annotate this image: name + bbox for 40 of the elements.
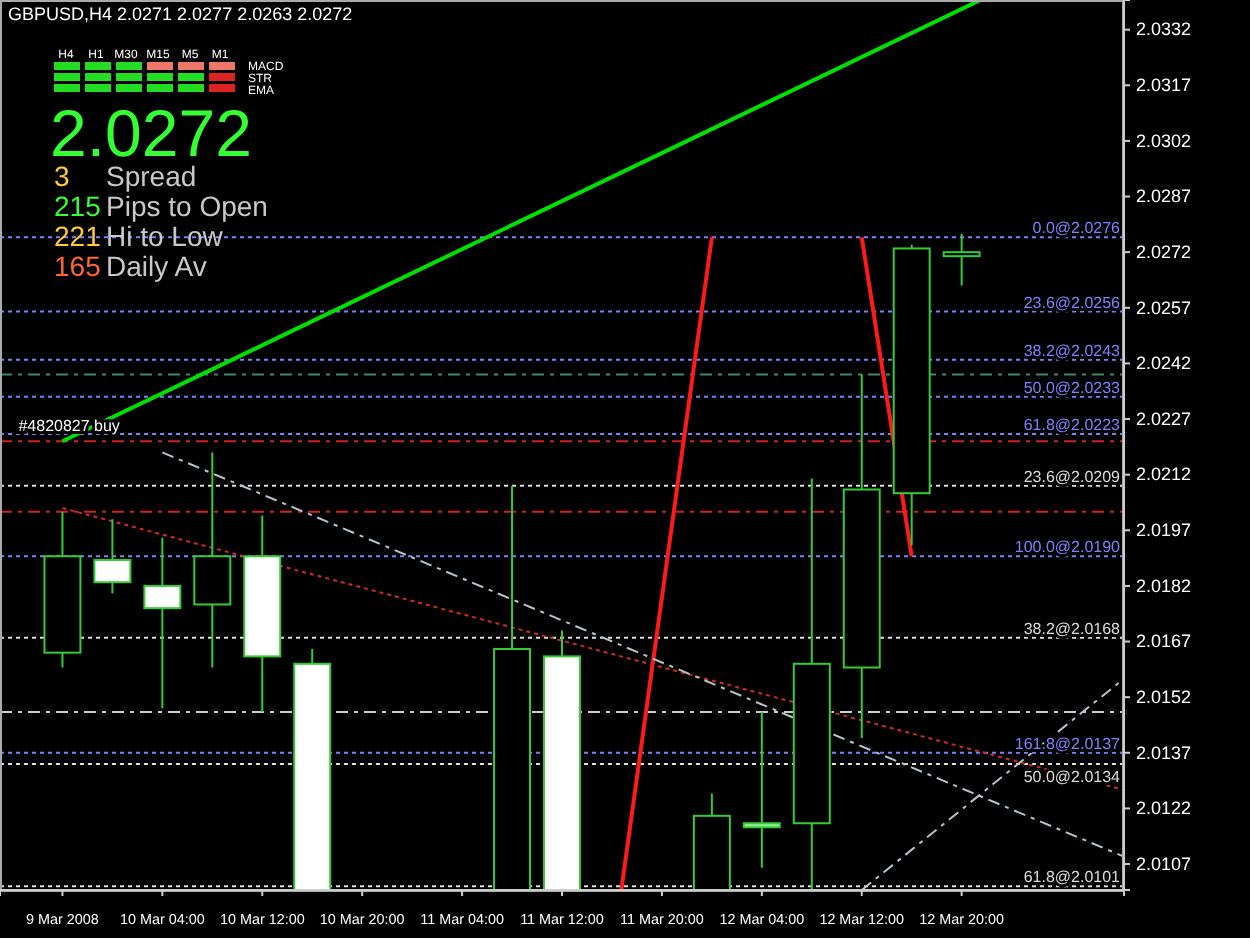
y-tick-label: 2.0152 — [1136, 686, 1192, 707]
y-tick-label: 2.0137 — [1136, 742, 1192, 763]
ref-line-label: 100.0@2.0190 — [1014, 538, 1122, 557]
y-tick-label: 2.0332 — [1136, 19, 1192, 40]
annotation: 3 — [54, 160, 70, 192]
y-tick-label: 2.0272 — [1136, 241, 1192, 262]
y-tick-label: 2.0182 — [1136, 575, 1192, 596]
y-tick-label: 2.0227 — [1136, 408, 1192, 429]
ref-line-label: 61.8@2.0223 — [1023, 415, 1122, 434]
ref-line-label: 23.6@2.0256 — [1023, 293, 1122, 312]
annotation: 221 — [54, 220, 102, 252]
ref-line-label: 61.8@2.0101 — [1023, 868, 1122, 887]
y-tick-label: 2.0167 — [1136, 631, 1192, 652]
y-tick-label: 2.0197 — [1136, 520, 1192, 541]
y-tick-label: 2.0287 — [1136, 186, 1192, 207]
candlestick — [742, 711, 781, 869]
annotation: Hi to Low — [106, 220, 225, 252]
ref-line-label: 38.2@2.0168 — [1023, 619, 1122, 638]
ref-line-label: 0.0@2.0276 — [1032, 219, 1122, 238]
candlestick — [942, 232, 981, 287]
chart-title: GBPUSD,H4 2.0271 2.0277 2.0263 2.0272 — [8, 4, 353, 24]
y-tick-label: 2.0317 — [1136, 75, 1192, 96]
y-tick-label: 2.0212 — [1136, 464, 1192, 485]
annotation: Spread — [106, 160, 197, 192]
annotation: 165 — [54, 250, 102, 282]
y-tick-label: 2.0122 — [1136, 798, 1192, 819]
ref-line-label: 161.8@2.0137 — [1014, 734, 1122, 753]
annotation: Pips to Open — [106, 190, 268, 222]
ref-line-label: 50.0@2.0233 — [1023, 378, 1122, 397]
y-tick-label: 2.0242 — [1136, 353, 1192, 374]
annotation: Daily Av — [106, 250, 207, 282]
candlestick — [143, 536, 182, 710]
y-tick-label: 2.0107 — [1136, 853, 1192, 874]
ref-line-label: 23.6@2.0209 — [1023, 467, 1122, 486]
candlestick — [93, 518, 132, 595]
y-tick-label: 2.0302 — [1136, 130, 1192, 151]
annotation: #4820827 buy — [18, 417, 120, 436]
annotation: 215 — [54, 190, 102, 222]
ref-line-label: 38.2@2.0243 — [1023, 341, 1122, 360]
y-tick-label: 2.0257 — [1136, 297, 1192, 318]
